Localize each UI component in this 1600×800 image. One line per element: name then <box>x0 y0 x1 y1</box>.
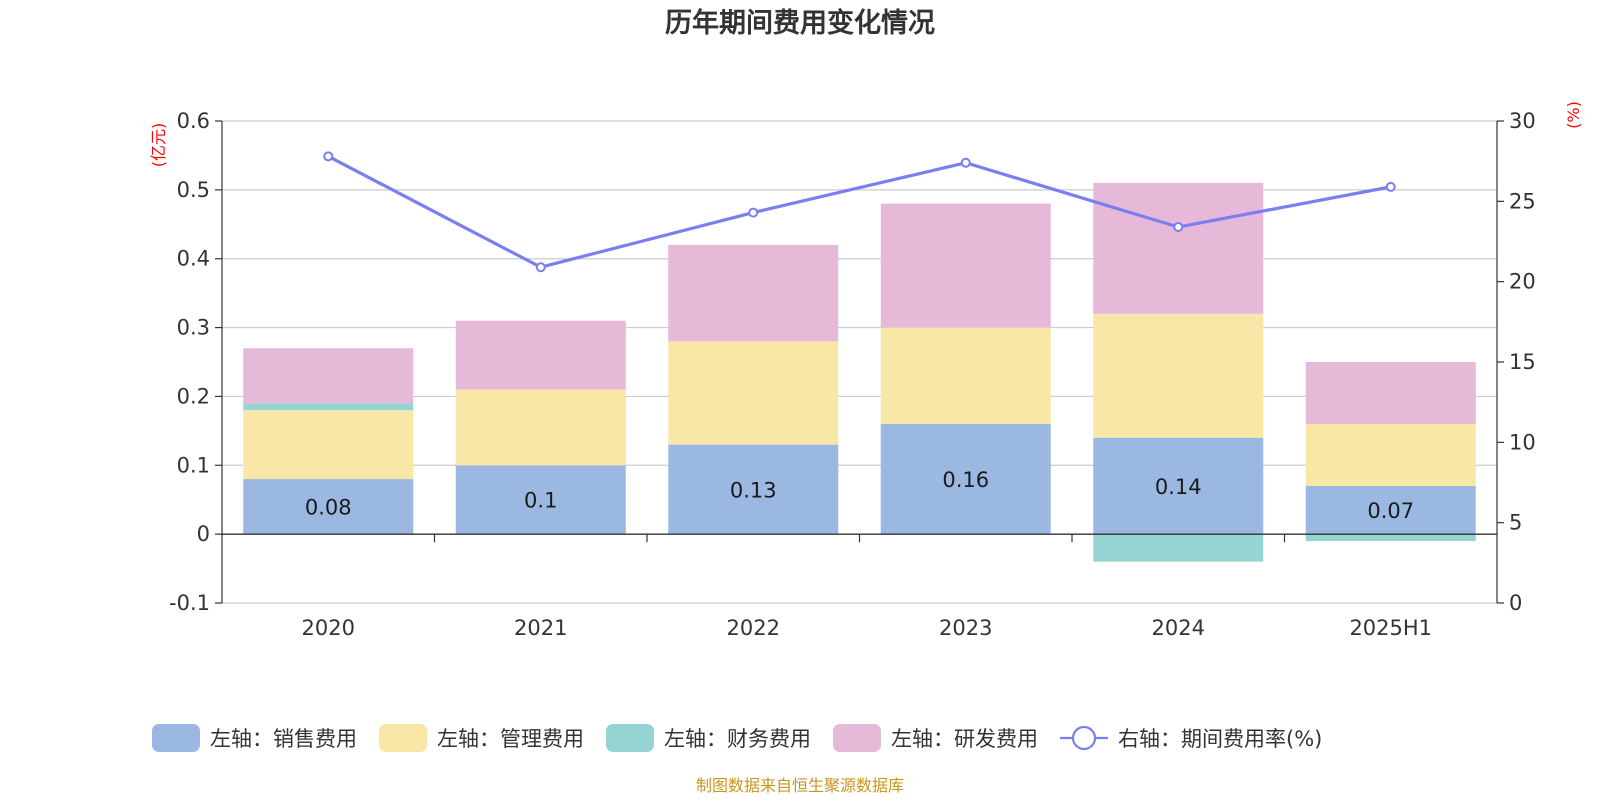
legend-label: 左轴：财务费用 <box>664 727 811 751</box>
bar-segment <box>1305 534 1476 542</box>
bar-data-label: 0.13 <box>730 478 777 502</box>
bar-data-label: 0.14 <box>1155 475 1202 499</box>
legend-label: 右轴：期间费用率(%) <box>1118 727 1322 751</box>
bar-segment <box>243 403 414 411</box>
right-axis-tick-label: 25 <box>1509 189 1536 213</box>
right-axis-unit: (%) <box>1564 101 1583 129</box>
right-axis-tick-label: 0 <box>1509 591 1522 615</box>
right-axis-tick-label: 10 <box>1509 430 1536 454</box>
grid-lines <box>222 120 1497 604</box>
bar-data-label: 0.07 <box>1367 499 1414 523</box>
rate-point <box>535 262 546 273</box>
right-axis-tick-label: 5 <box>1509 511 1522 535</box>
bar-data-label: 0.08 <box>305 496 352 520</box>
bar-segment <box>1093 437 1264 535</box>
left-axis-tick-label: 0.6 <box>177 109 210 133</box>
bar-segment <box>668 444 839 535</box>
x-axis-tick-label: 2020 <box>302 616 355 640</box>
left-axis-tick-label: 0.1 <box>177 453 210 477</box>
left-axis-tick-label: 0.4 <box>177 247 210 271</box>
bar-segment <box>880 327 1051 424</box>
legend-swatch <box>379 724 427 752</box>
bar-segment <box>243 348 414 404</box>
bar-segment <box>668 341 839 445</box>
axes: -0.1 0 0.1 0.2 0.3 0.4 0.5 0.6 0 5 10 15 20 25 30 2020 2… <box>169 109 1536 640</box>
legend-label: 左轴：管理费用 <box>437 727 584 751</box>
rate-point <box>960 157 971 168</box>
x-axis-tick-label: 2025H1 <box>1349 616 1432 640</box>
bar-segment <box>1305 485 1476 535</box>
legend-swatch <box>606 724 654 752</box>
left-axis-tick-label: 0.3 <box>177 316 210 340</box>
bar-segment <box>243 479 414 535</box>
bar-segment <box>243 410 414 480</box>
legend-label: 左轴：研发费用 <box>891 727 1038 751</box>
right-axis-tick-label: 30 <box>1509 109 1536 133</box>
x-axis-tick-label: 2023 <box>939 616 992 640</box>
x-axis-tick-label: 2021 <box>514 616 567 640</box>
bar-data-label: 0.16 <box>942 468 989 492</box>
legend-marker <box>1071 725 1097 751</box>
bar-segment <box>455 389 626 466</box>
bar-data-label: 0.1 <box>524 489 557 513</box>
bar-segment <box>1093 313 1264 438</box>
legend-label: 左轴：销售费用 <box>210 727 357 751</box>
rate-point <box>1173 222 1184 233</box>
bar-segment <box>880 423 1051 535</box>
legend: 左轴：销售费用 左轴：管理费用 左轴：财务费用 左轴：研发费用 右轴：期间费用率(%) <box>152 724 1322 752</box>
rate-point <box>1385 181 1396 192</box>
x-axis-tick-label: 2024 <box>1152 616 1205 640</box>
right-axis-tick-label: 20 <box>1509 270 1536 294</box>
bar-segment <box>1093 534 1264 562</box>
left-axis-tick-label: 0.5 <box>177 178 210 202</box>
left-axis-tick-label: -0.1 <box>169 591 210 615</box>
left-axis-tick-label: 0 <box>197 522 210 546</box>
data-labels: 0.08 0.1 0.13 0.16 0.14 0.07 <box>305 468 1414 523</box>
chart-title: 历年期间费用变化情况 <box>665 7 935 39</box>
source-note: 制图数据来自恒生聚源数据库 <box>696 776 904 795</box>
legend-swatch <box>833 724 881 752</box>
right-axis-tick-label: 15 <box>1509 350 1536 374</box>
rate-line-series <box>323 151 1396 273</box>
bar-segment <box>455 320 626 390</box>
legend-swatch <box>152 724 200 752</box>
bar-segment <box>880 203 1051 328</box>
bar-segment <box>1305 423 1476 486</box>
left-axis-unit: (亿元) <box>149 123 168 168</box>
bar-segment <box>1093 182 1264 314</box>
bar-segment <box>1305 362 1476 424</box>
bar-segment <box>668 244 839 342</box>
left-axis-tick-label: 0.2 <box>177 384 210 408</box>
x-axis-tick-label: 2022 <box>727 616 780 640</box>
rate-line <box>327 154 1392 269</box>
rate-point <box>323 151 334 162</box>
bar-series <box>243 182 1476 562</box>
bar-segment <box>455 465 626 535</box>
rate-point <box>748 207 759 218</box>
